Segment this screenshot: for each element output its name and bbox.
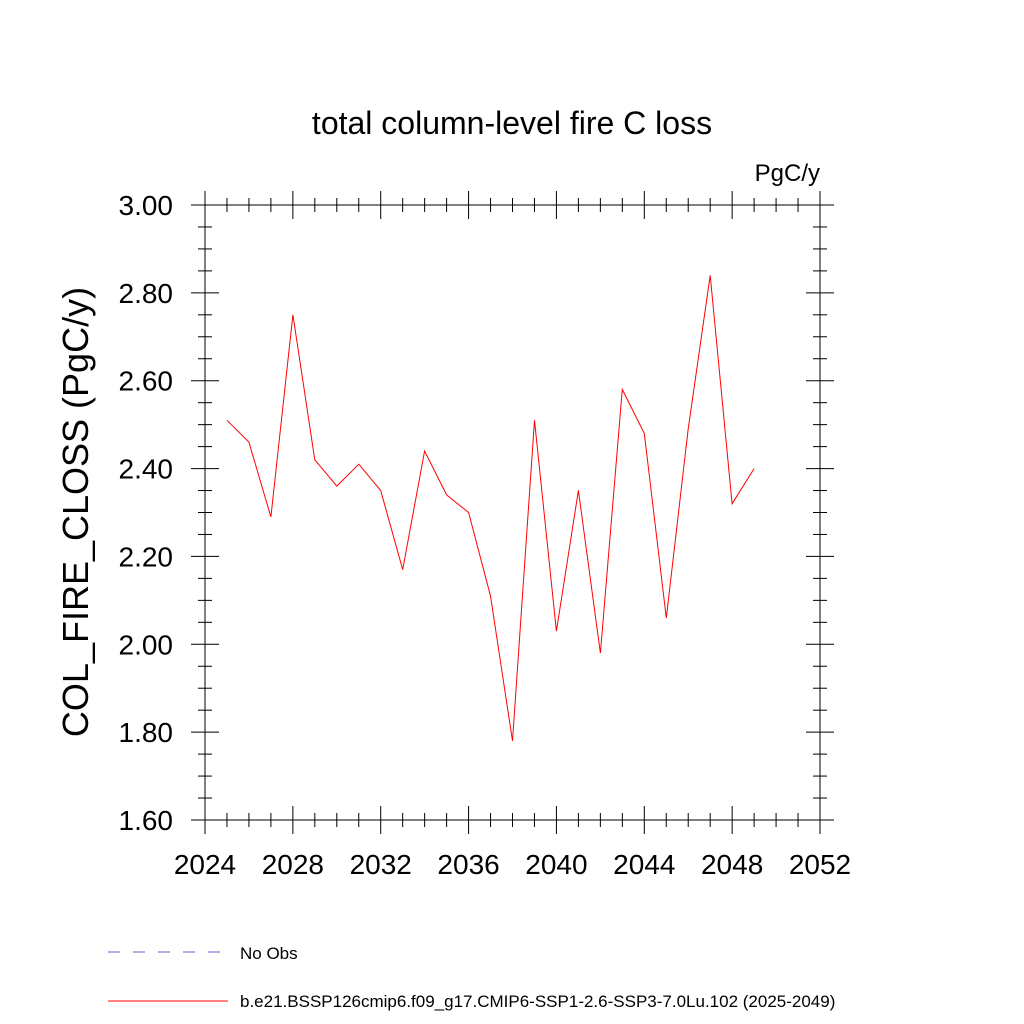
legend-label-no-obs: No Obs [240,944,298,963]
x-tick-label: 2040 [525,849,587,880]
y-tick-label: 2.40 [119,454,174,485]
axis-ticks: 1.60 1.80 2.00 2.20 2.40 2.60 2.80 3.00 2024 2028… [119,190,852,880]
y-tick-label: 1.80 [119,717,174,748]
legend-label-series: b.e21.BSSP126cmip6.f09_g17.CMIP6-SSP1-2.… [240,992,835,1011]
y-tick-label: 2.00 [119,629,174,660]
y-tick-label: 2.20 [119,541,174,572]
x-tick-label: 2044 [613,849,675,880]
legend: No Obs b.e21.BSSP126cmip6.f09_g17.CMIP6-… [108,944,835,1011]
plot-frame [204,204,821,821]
x-tick-label: 2032 [350,849,412,880]
y-tick-label: 2.80 [119,278,174,309]
x-tick-label: 2024 [174,849,236,880]
y-tick-label: 2.60 [119,366,174,397]
y-axis-label: COL_FIRE_CLOSS (PgC/y) [55,287,96,737]
x-tick-label: 2036 [437,849,499,880]
x-tick-label: 2028 [262,849,324,880]
series-layer [226,275,755,741]
chart-title: total column-level fire C loss [312,105,712,141]
x-tick-label: 2048 [701,849,763,880]
y-tick-label: 1.60 [119,805,174,836]
units-label: PgC/y [755,160,820,187]
x-tick-label: 2052 [789,849,851,880]
y-tick-label: 3.00 [119,190,174,221]
series-line [226,275,755,741]
